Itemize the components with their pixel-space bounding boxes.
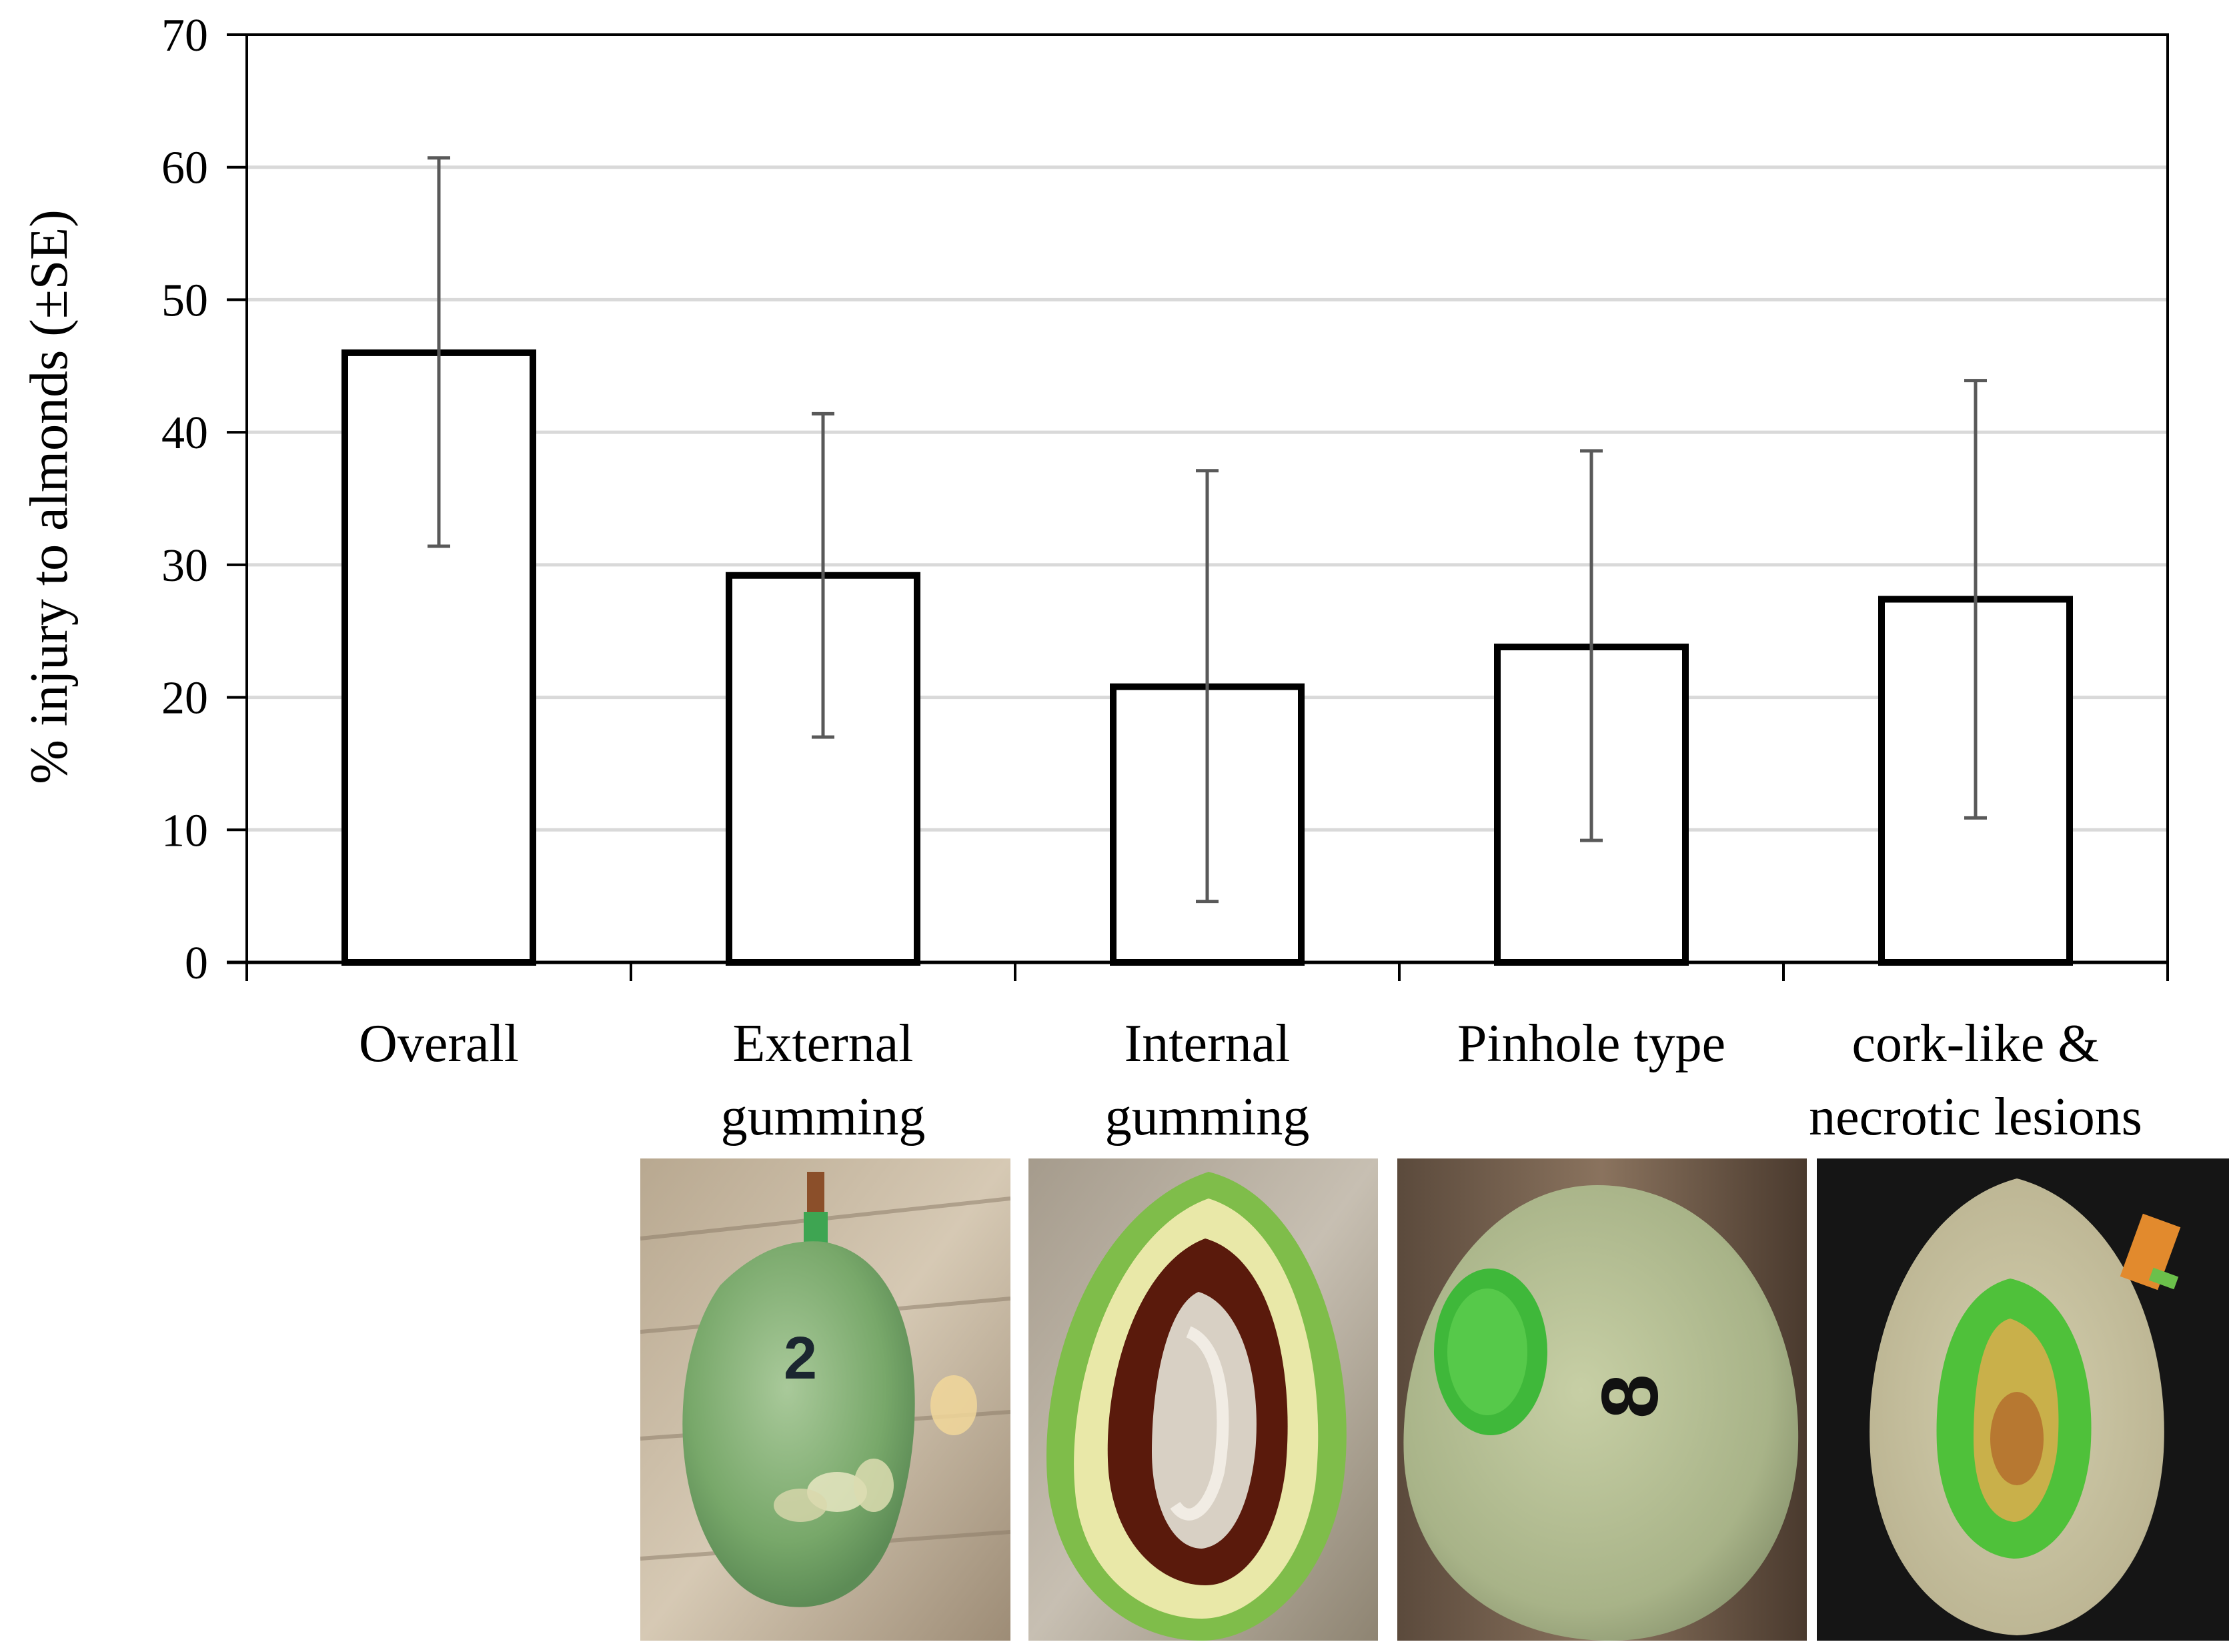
- x-category-label: Internal: [1125, 1014, 1291, 1073]
- x-category-label: Overall: [359, 1014, 519, 1073]
- y-axis-title: % injury to almonds (±SE): [20, 209, 79, 784]
- x-category-label: Pinhole type: [1457, 1014, 1725, 1073]
- labels: 0 10 20 30 40 50 60 70 Overall External gumming Int…: [161, 10, 2142, 1146]
- almond-number-label: 2: [784, 1325, 817, 1392]
- external-gumming-photo: 2: [640, 1158, 1010, 1641]
- x-category-label: gumming: [1105, 1088, 1310, 1146]
- y-tick-label: 20: [161, 673, 208, 724]
- y-tick-label: 40: [161, 407, 208, 459]
- axes: [227, 33, 2169, 981]
- x-category-label: cork-like &: [1852, 1014, 2100, 1073]
- internal-gumming-photo: [1028, 1158, 1378, 1641]
- y-tick-label: 70: [161, 10, 208, 61]
- almond-number-label: 8: [1585, 1374, 1675, 1419]
- x-category-label: necrotic lesions: [1809, 1088, 2142, 1146]
- error-bars: [428, 156, 1987, 904]
- necrotic-lesions-photo: [1817, 1158, 2229, 1641]
- y-tick-label: 60: [161, 143, 208, 194]
- y-tick-label: 10: [161, 805, 208, 856]
- y-tick-label: 0: [185, 938, 208, 989]
- x-category-label: External: [733, 1014, 914, 1073]
- y-tick-label: 50: [161, 275, 208, 326]
- x-category-label: gumming: [721, 1088, 926, 1146]
- pinhole-type-photo: 8: [1397, 1158, 1807, 1641]
- y-tick-label: 30: [161, 540, 208, 592]
